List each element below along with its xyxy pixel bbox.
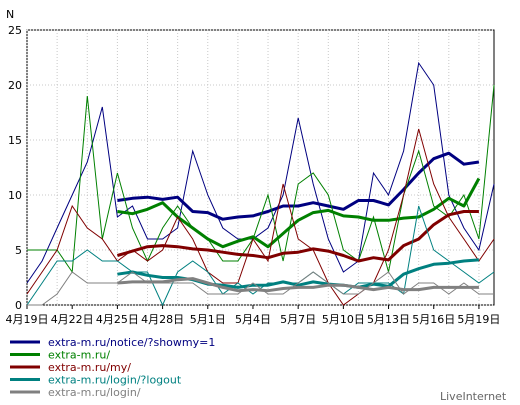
x-tick-label: 4月25日	[96, 313, 139, 326]
x-tick-label: 5月4日	[235, 313, 271, 326]
y-tick-label: 25	[8, 24, 22, 37]
legend-item: extra-m.ru/notice/?showmy=1	[48, 336, 215, 349]
series-average-line	[117, 151, 480, 221]
series-daily-line	[26, 128, 495, 306]
brand-label: LiveInternet	[440, 390, 507, 403]
y-tick-label: 20	[8, 79, 22, 92]
series-average-line	[117, 258, 480, 289]
y-tick-label: 15	[8, 134, 22, 147]
series-average-line	[117, 277, 479, 293]
legend-item: extra-m.ru/login/?logout	[48, 374, 182, 387]
x-tick-label: 5月10日	[322, 313, 365, 326]
y-tick-label: 10	[8, 189, 22, 202]
x-tick-label: 5月7日	[280, 313, 316, 326]
x-tick-label: 4月19日	[6, 313, 49, 326]
x-tick-label: 4月28日	[141, 313, 184, 326]
x-tick-label: 4月22日	[51, 313, 94, 326]
x-tick-label: 5月16日	[412, 313, 455, 326]
x-tick-label: 5月1日	[190, 313, 226, 326]
legend-item: extra-m.ru/my/	[48, 361, 131, 374]
x-tick-label: 5月19日	[457, 313, 500, 326]
series-average-line	[116, 210, 479, 263]
series-daily-line	[27, 271, 494, 306]
series-daily-line	[27, 84, 495, 274]
y-axis-label: N	[6, 8, 14, 21]
legend-item: extra-m.ru/login/	[48, 386, 141, 399]
x-tick-label: 5月13日	[367, 313, 410, 326]
y-tick-label: 0	[15, 299, 22, 312]
legend-item: extra-m.ru/	[48, 349, 110, 362]
series-daily-line	[26, 61, 495, 284]
y-tick-label: 5	[15, 244, 22, 257]
